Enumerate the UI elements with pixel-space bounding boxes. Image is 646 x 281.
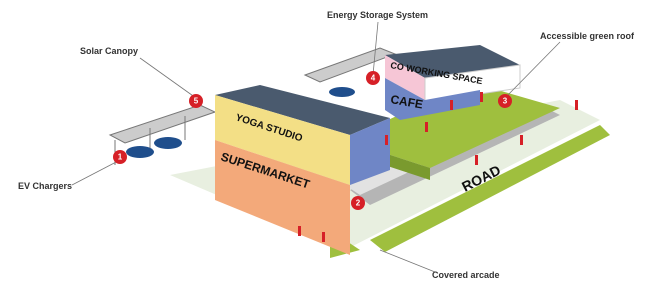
- callout-label: Energy Storage System: [327, 10, 428, 20]
- callout-label: Covered arcade: [432, 270, 500, 280]
- callout-label: Accessible green roof: [540, 31, 635, 41]
- callout-number: 3: [503, 97, 508, 106]
- callout-5: 5 Solar Canopy: [80, 46, 203, 108]
- diagram: YOGA STUDIO SUPERMARKET CO WORKING SPACE…: [0, 0, 646, 281]
- car: [126, 146, 154, 158]
- callout-number: 1: [118, 153, 123, 162]
- callout-label: Solar Canopy: [80, 46, 138, 56]
- callout-number: 5: [194, 97, 199, 106]
- car: [154, 137, 182, 149]
- car: [329, 87, 355, 97]
- canopy: [305, 48, 395, 82]
- callout-label: EV Chargers: [18, 181, 72, 191]
- callout-number: 2: [356, 199, 361, 208]
- canopy: [110, 105, 215, 143]
- callout-number: 4: [371, 74, 376, 83]
